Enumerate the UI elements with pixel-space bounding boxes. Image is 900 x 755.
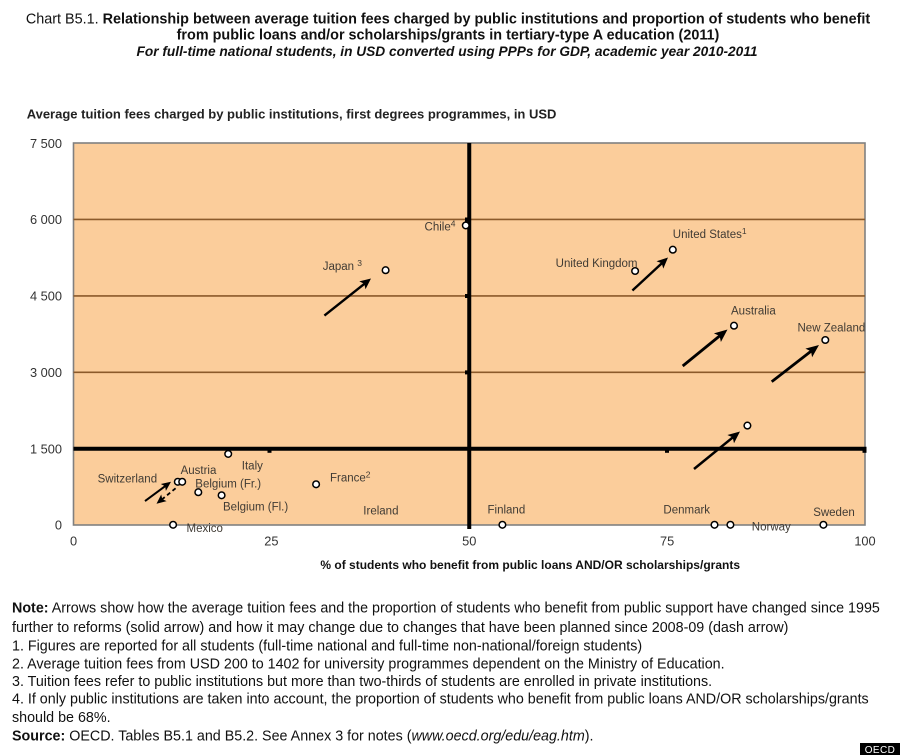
svg-text:50: 50 <box>462 533 476 548</box>
svg-text:Note: Arrows show how the aver: Note: Arrows show how the average tuitio… <box>12 601 880 617</box>
svg-text:Italy: Italy <box>242 460 263 472</box>
svg-text:Sweden: Sweden <box>813 507 855 519</box>
svg-text:Belgium (Fl.): Belgium (Fl.) <box>223 501 288 513</box>
svg-text:25: 25 <box>264 533 278 548</box>
svg-text:Japan 3: Japan 3 <box>323 258 363 273</box>
svg-text:3 000: 3 000 <box>30 365 62 380</box>
svg-text:100: 100 <box>854 533 875 548</box>
svg-text:Switzerland: Switzerland <box>98 473 157 485</box>
svg-text:4. If only public institutions: 4. If only public institutions are taken… <box>12 692 869 708</box>
svg-text:Denmark: Denmark <box>663 505 710 517</box>
svg-text:Austria: Austria <box>181 465 217 477</box>
svg-text:1. Figures are reported for al: 1. Figures are reported for all students… <box>12 638 642 654</box>
svg-text:Mexico: Mexico <box>187 523 223 535</box>
svg-text:Norway: Norway <box>752 522 791 534</box>
svg-text:Source: OECD. Tables B5.1 and: Source: OECD. Tables B5.1 and B5.2. See … <box>12 729 593 745</box>
svg-text:United Kingdom: United Kingdom <box>556 258 638 270</box>
svg-text:from public loans and/or schol: from public loans and/or scholarships/gr… <box>177 28 720 44</box>
svg-text:Chile4: Chile4 <box>425 218 456 233</box>
svg-text:0: 0 <box>70 533 77 548</box>
svg-text:further to reforms (solid arro: further to reforms (solid arrow) and how… <box>12 620 788 636</box>
svg-text:6 000: 6 000 <box>30 212 62 227</box>
svg-text:75: 75 <box>660 533 674 548</box>
svg-text:7 500: 7 500 <box>30 136 62 151</box>
svg-text:1 500: 1 500 <box>30 441 62 456</box>
svg-text:% of students who benefit from: % of students who benefit from public lo… <box>320 558 740 572</box>
svg-text:3. Tuition fees refer to publi: 3. Tuition fees refer to public institut… <box>12 674 712 690</box>
svg-text:Ireland: Ireland <box>363 506 398 518</box>
svg-text:Belgium (Fr.): Belgium (Fr.) <box>195 478 261 490</box>
svg-text:OECD: OECD <box>865 745 896 755</box>
svg-text:2. Average tuition fees from U: 2. Average tuition fees from USD 200 to … <box>12 657 725 673</box>
svg-text:New Zealand: New Zealand <box>798 323 866 335</box>
svg-text:0: 0 <box>55 518 62 533</box>
svg-text:For full-time national student: For full-time national students, in USD … <box>137 44 758 59</box>
svg-text:Chart B5.1. Relationship betwe: Chart B5.1. Relationship between average… <box>26 11 871 27</box>
svg-text:4 500: 4 500 <box>30 289 62 304</box>
svg-text:should be 68%.: should be 68%. <box>12 710 111 726</box>
svg-text:Average tuition fees charged b: Average tuition fees charged by public i… <box>27 107 557 122</box>
svg-text:Australia: Australia <box>731 305 776 317</box>
svg-text:Finland: Finland <box>488 505 526 517</box>
svg-text:France2: France2 <box>330 470 371 485</box>
svg-text:United States1: United States1 <box>673 226 747 241</box>
